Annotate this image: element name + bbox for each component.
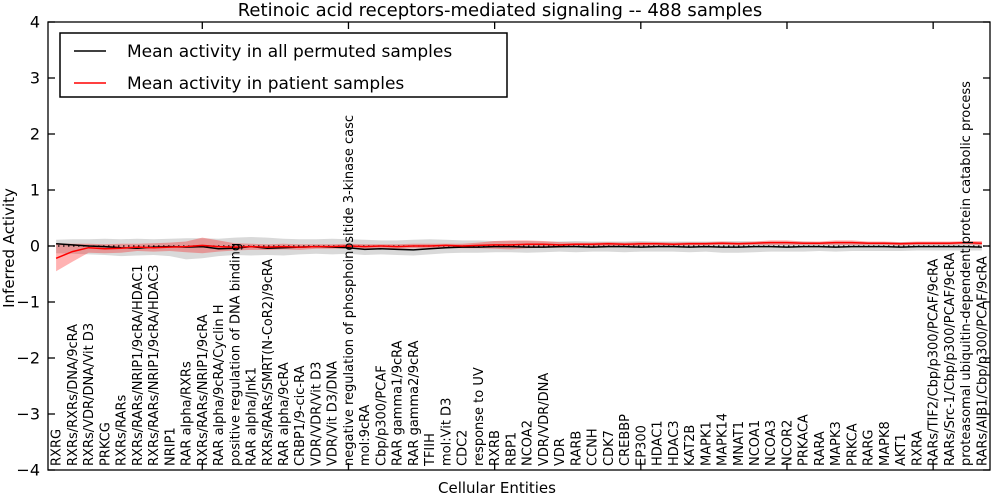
x-category-label: RAR gamma1/9cRA xyxy=(391,340,406,466)
x-category-label: KAT2B xyxy=(683,425,698,466)
y-tick-label: 2 xyxy=(30,125,40,144)
x-category-label: AKT1 xyxy=(894,433,909,466)
x-category-label: RARs/TIF2/Cbp/p300/PCAF/9cRA xyxy=(927,259,942,466)
x-category-label: negative regulation of phosphoinositide … xyxy=(342,115,357,466)
y-tick-label: 3 xyxy=(30,69,40,88)
x-category-label: RXRs/RARs/SMRT(N-CoR2)/9cRA xyxy=(261,259,276,466)
x-category-label: RXRs/RARs/NRIP1/9cRA xyxy=(196,314,211,466)
x-category-label: NCOA1 xyxy=(748,420,763,466)
y-tick-label: −4 xyxy=(16,461,40,480)
x-category-label: MAPK1 xyxy=(699,421,714,466)
x-category-label: RAR alpha/RXRs xyxy=(180,361,195,466)
x-category-label: RARG xyxy=(862,429,877,466)
x-category-label: RXRs/RARs/NRIP1/9cRA/HDAC3 xyxy=(147,264,162,466)
x-category-label: RAR alpha/Jnk1 xyxy=(245,367,260,466)
x-category-label: RXRA xyxy=(910,431,925,466)
x-category-label: PRKCA xyxy=(845,423,860,466)
x-category-label: NCOR2 xyxy=(781,420,796,466)
y-tick-label: −1 xyxy=(16,293,40,312)
x-category-label: HDAC3 xyxy=(667,420,682,466)
x-category-label: MAPK3 xyxy=(829,421,844,466)
x-category-label: MNAT1 xyxy=(732,421,747,466)
x-category-label: RAR alpha/9cRA xyxy=(277,362,292,466)
x-axis-label: Cellular Entities xyxy=(438,479,556,497)
x-category-label: CCNH xyxy=(586,428,601,466)
chart-title: Retinoic acid receptors-mediated signali… xyxy=(238,0,763,21)
x-category-label: RXRs/RXRs/DNA/9cRA xyxy=(66,324,81,466)
y-tick-label: −2 xyxy=(16,349,40,368)
x-category-label: RXRG xyxy=(50,429,65,466)
tick-marks-layer xyxy=(48,21,990,471)
x-category-label: TFIIH xyxy=(423,433,438,467)
x-category-label: VDR/VDR/Vit D3 xyxy=(310,362,325,466)
x-category-label: VDR xyxy=(553,438,568,466)
x-category-label: PRKACA xyxy=(797,414,812,466)
x-category-label: NRIP1 xyxy=(163,427,178,466)
x-category-label: NCOA3 xyxy=(764,420,779,466)
x-category-label: CRBP1/9-cic-RA xyxy=(293,365,308,466)
x-category-label: RXRs/VDR/DNA/Vit D3 xyxy=(82,323,97,466)
legend-label-patient: Mean activity in patient samples xyxy=(127,74,404,94)
x-category-label: RXRB xyxy=(488,430,503,466)
x-category-label: mol:9cRA xyxy=(358,404,373,466)
x-category-label: RARs/AIB1/Cbp/p300/PCAF/9cRA xyxy=(975,256,990,466)
legend-label-permuted: Mean activity in all permuted samples xyxy=(127,42,452,62)
x-category-label: RBP1 xyxy=(504,432,519,466)
x-category-label: MAPK14 xyxy=(716,413,731,466)
series-line-permuted xyxy=(56,243,982,251)
y-tick-label: 4 xyxy=(30,13,40,32)
x-category-label: RAR alpha/9cRA/Cyclin H xyxy=(212,305,227,466)
y-axis-label: Inferred Activity xyxy=(0,188,18,308)
x-category-label: VDR/VDR/DNA xyxy=(537,373,552,466)
y-tick-label: −3 xyxy=(16,405,40,424)
x-category-label: NCOA2 xyxy=(521,420,536,466)
x-category-label: HDAC1 xyxy=(651,420,666,466)
y-tick-label: 1 xyxy=(30,181,40,200)
x-category-label: EP300 xyxy=(634,425,649,466)
x-category-label: VDR/Vit D3/DNA xyxy=(326,361,341,466)
x-category-label: Cbp/p300/PCAF xyxy=(374,365,389,466)
x-category-label: RXRs/RARs xyxy=(115,394,130,466)
x-category-label: RAR gamma2/9cRA xyxy=(407,340,422,466)
x-category-label: RXRs/RARs/NRIP1/9cRA/HDAC1 xyxy=(131,264,146,466)
series-line-patient xyxy=(55,241,982,259)
x-category-label: mol:Vit D3 xyxy=(439,398,454,466)
legend-box xyxy=(59,32,508,98)
legend: Mean activity in all permuted samples Me… xyxy=(59,32,508,98)
x-category-label: proteasomal ubiquitin-dependent protein … xyxy=(959,81,974,466)
x-category-label: PRKCG xyxy=(98,422,113,466)
x-category-label: positive regulation of DNA binding xyxy=(228,243,243,466)
x-category-label: CREBBP xyxy=(618,414,633,466)
x-category-label: RARB xyxy=(569,431,584,466)
x-category-label: MAPK8 xyxy=(878,421,893,466)
x-category-label: CDK7 xyxy=(602,430,617,466)
x-category-label: RARA xyxy=(813,431,828,466)
x-category-label: response to UV xyxy=(472,367,487,466)
y-tick-label: 0 xyxy=(30,237,40,256)
x-category-label: CDC2 xyxy=(456,430,471,466)
x-category-label: RARs/Src-1/Cbp/p300/PCAF/9cRA xyxy=(943,253,958,466)
x-category-labels: RXRG RXRs/RXRs/DNA/9cRA RXRs/VDR/DNA/Vit D… xyxy=(50,81,991,467)
series-lines-layer xyxy=(55,241,982,259)
y-tick-labels: −4 −3 −2 −1 0 1 2 3 4 xyxy=(16,13,40,480)
